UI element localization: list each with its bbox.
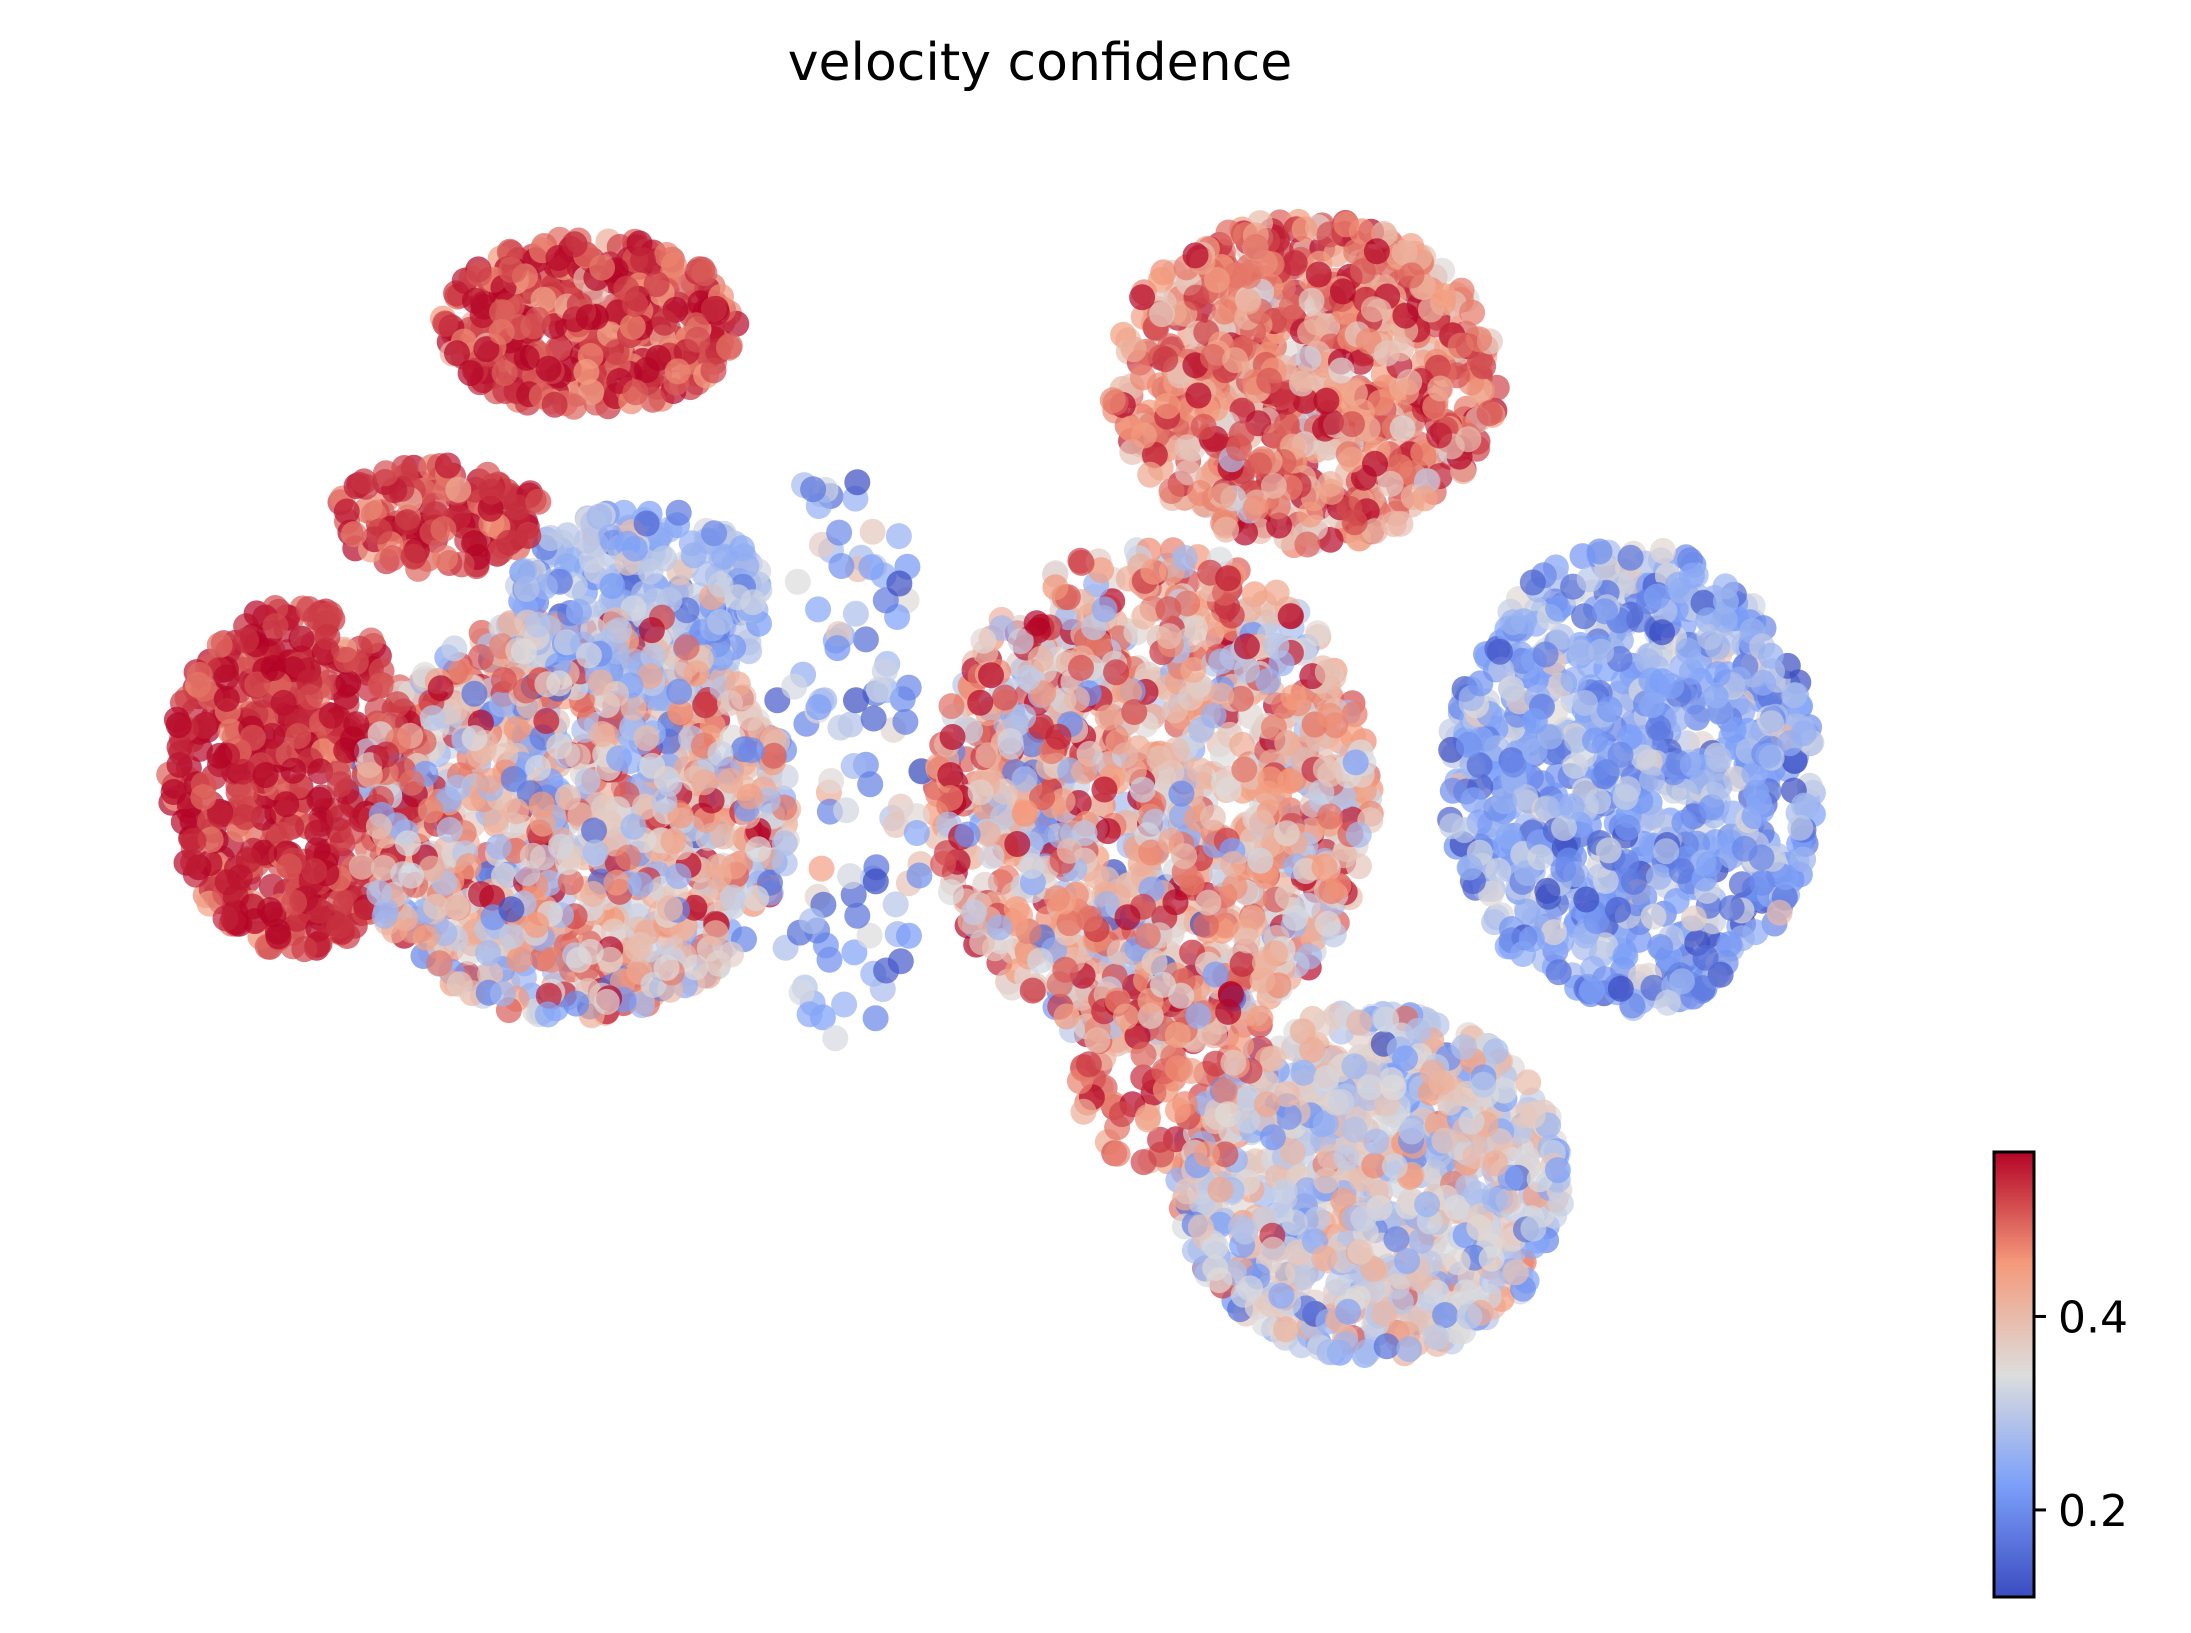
cell-point	[857, 771, 884, 798]
cell-point	[937, 879, 964, 906]
cell-point	[1663, 888, 1690, 914]
cell-point	[1211, 298, 1238, 325]
cell-point	[1148, 266, 1174, 293]
cell-point	[852, 626, 879, 653]
cell-point	[285, 723, 312, 749]
cell-point	[1289, 1264, 1316, 1291]
cell-point	[1174, 434, 1201, 461]
cell-point	[1185, 1002, 1212, 1029]
cell-point	[1728, 871, 1755, 898]
cell-point	[833, 797, 860, 824]
cell-point	[1208, 682, 1235, 709]
cell-point	[882, 891, 909, 918]
cell-point	[555, 784, 581, 811]
cell-point	[1088, 557, 1115, 584]
cell-point	[828, 553, 855, 579]
cell-point	[1070, 1098, 1097, 1125]
cell-point	[333, 498, 360, 525]
cell-point	[862, 1005, 889, 1032]
cell-point	[840, 753, 867, 779]
cell-point	[1341, 701, 1368, 728]
cell-point	[842, 600, 869, 627]
cell-point	[1228, 685, 1254, 712]
cell-point	[1671, 809, 1698, 836]
chart-title: velocity confidence	[788, 33, 1292, 93]
cell-point	[886, 570, 913, 597]
cell-point	[784, 568, 811, 595]
cell-point	[991, 684, 1018, 711]
cell-point	[859, 518, 886, 545]
cell-point	[885, 523, 912, 550]
cell-point	[702, 920, 729, 947]
cell-point	[826, 519, 853, 546]
cell-point	[206, 632, 233, 659]
cell-point	[1277, 603, 1304, 630]
cell-point	[217, 718, 244, 745]
cell-point	[213, 664, 240, 691]
cell-point	[503, 716, 530, 742]
cell-point	[1592, 932, 1619, 959]
cell-point	[1104, 1140, 1131, 1167]
cell-point	[166, 751, 193, 778]
cell-point	[491, 862, 517, 889]
cell-point	[988, 615, 1015, 642]
cell-point	[1130, 1149, 1157, 1176]
cell-point	[1312, 1010, 1339, 1036]
cell-point	[788, 979, 815, 1006]
cell-point	[873, 957, 900, 984]
cell-point	[1653, 838, 1680, 865]
cell-point	[1410, 439, 1437, 466]
cell-point	[856, 922, 883, 949]
cell-point	[1512, 784, 1539, 811]
cell-point	[831, 991, 858, 1018]
cell-point	[1429, 257, 1456, 284]
cell-point	[477, 961, 504, 988]
cell-point	[1478, 880, 1505, 907]
cell-point	[827, 714, 854, 741]
cell-point	[1571, 603, 1598, 630]
cell-point	[906, 862, 933, 889]
scatter-points	[156, 208, 1826, 1368]
cell-point	[1291, 216, 1318, 243]
cell-point	[1130, 1064, 1157, 1091]
cell-point	[895, 674, 922, 701]
cell-point	[1212, 1141, 1239, 1168]
cell-point	[883, 812, 909, 838]
cell-point	[841, 939, 868, 966]
cell-point	[824, 635, 851, 662]
cell-point	[1263, 579, 1290, 606]
cell-point	[1209, 741, 1236, 768]
cell-point	[1274, 883, 1301, 910]
cell-point	[488, 691, 515, 718]
